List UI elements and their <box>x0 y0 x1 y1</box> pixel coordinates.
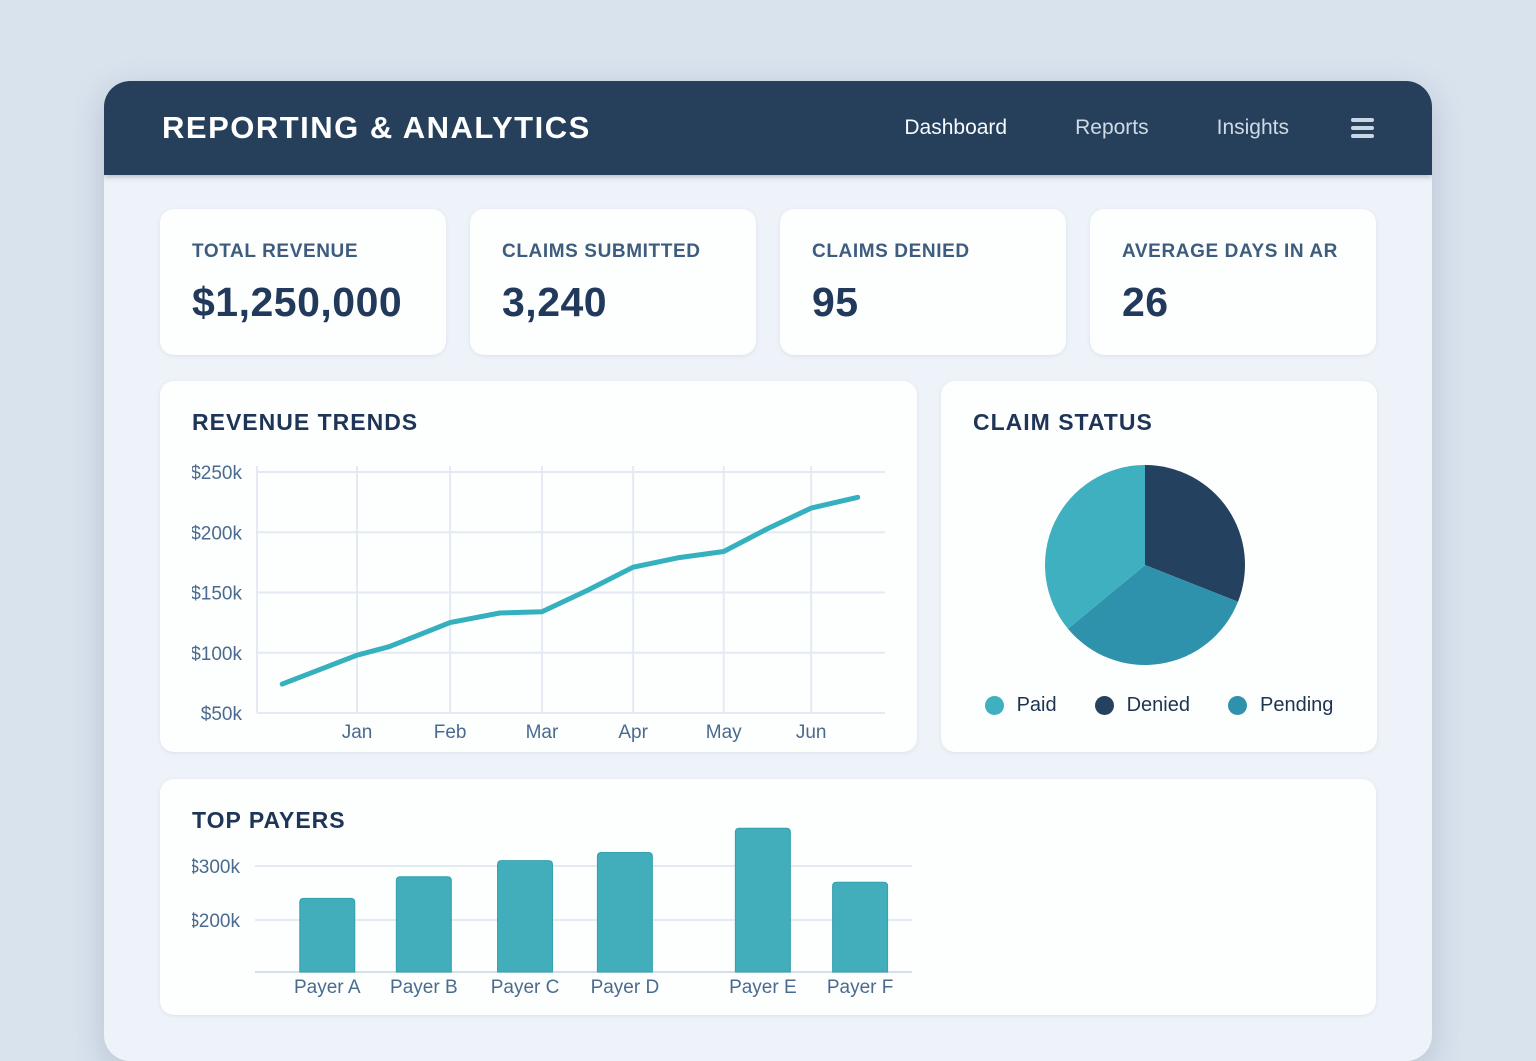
y-tick-label: $150k <box>192 584 242 605</box>
y-tick-label: $250k <box>192 463 242 484</box>
x-tick-label: Payer F <box>827 977 894 998</box>
legend-item-pending: Pending <box>1228 694 1333 717</box>
pending-legend-dot-icon <box>1228 696 1247 715</box>
top-payers-bar-chart: $300k $200k Payer A Payer B Payer C Payer D Pa… <box>192 827 912 998</box>
kpi-label: CLAIMS DENIED <box>812 241 970 262</box>
denied-legend-dot-icon <box>1094 696 1114 715</box>
pie-slice-paid <box>1045 465 1145 629</box>
x-tick-label: Jun <box>796 722 827 743</box>
y-tick-label: $200k <box>192 523 242 544</box>
top-nav-bar: REPORTING & ANALYTICS Dashboard Reports … <box>104 81 1432 175</box>
kpi-label: TOTAL REVENUE <box>192 241 359 262</box>
app-title: REPORTING & ANALYTICS <box>162 110 591 145</box>
kpi-card-total-revenue: TOTAL REVENUE $1,250,000 <box>160 209 446 355</box>
dashboard-content: TOTAL REVENUE $1,250,000 CLAIMS SUBMITTE… <box>104 175 1432 1015</box>
nav-item-reports[interactable]: Reports <box>1075 116 1149 139</box>
claim-status-pie-chart <box>1045 465 1245 665</box>
bar-payer-e <box>734 827 791 973</box>
legend-label: Pending <box>1260 694 1334 716</box>
x-tick-label: Apr <box>618 722 648 743</box>
y-tick-label: $50k <box>201 704 243 725</box>
y-tick-label: $300k <box>192 857 240 878</box>
top-payers-card: TOP PAYERS $300k $200k Payer A Payer B Payer… <box>160 779 1376 1015</box>
bar-payer-f <box>832 881 889 973</box>
charts-row: REVENUE TRENDS $250k $200k $150k $100k $50k J… <box>160 381 1377 752</box>
kpi-card-claims-submitted: CLAIMS SUBMITTED 3,240 <box>470 209 756 355</box>
bar-payer-a <box>299 897 356 973</box>
dashboard-window: REPORTING & ANALYTICS Dashboard Reports … <box>104 81 1432 1061</box>
revenue-trends-line-chart: $250k $200k $150k $100k $50k Jan Feb Mar Apr May J… <box>192 463 885 743</box>
x-tick-label: Jan <box>342 722 373 743</box>
y-tick-label: $200k <box>192 911 240 932</box>
nav-item-insights[interactable]: Insights <box>1216 116 1289 139</box>
legend-label: Denied <box>1126 694 1190 716</box>
revenue-line-series <box>279 494 861 687</box>
kpi-row: TOTAL REVENUE $1,250,000 CLAIMS SUBMITTE… <box>160 209 1376 355</box>
x-tick-label: Payer C <box>491 977 560 998</box>
x-tick-label: Payer B <box>390 977 458 998</box>
legend-item-paid: Paid <box>984 694 1057 717</box>
revenue-trends-card: REVENUE TRENDS $250k $200k $150k $100k $50k J… <box>160 381 917 752</box>
x-tick-label: Payer A <box>294 977 361 998</box>
legend-item-denied: Denied <box>1094 694 1190 717</box>
kpi-label: CLAIMS SUBMITTED <box>502 241 701 262</box>
kpi-card-claims-denied: CLAIMS DENIED 95 <box>780 209 1066 355</box>
pie-slice-pending <box>1067 565 1238 665</box>
bar-payer-b <box>395 876 452 973</box>
legend-label: Paid <box>1016 694 1057 716</box>
kpi-label: AVERAGE DAYS IN AR <box>1122 241 1338 262</box>
x-tick-label: Payer D <box>591 977 660 998</box>
claim-status-title: CLAIM STATUS <box>973 409 1153 435</box>
kpi-card-average-days-in-ar: AVERAGE DAYS IN AR 26 <box>1090 209 1376 355</box>
nav-links: Dashboard Reports Insights <box>904 116 1374 140</box>
pie-slice-denied <box>1145 465 1245 602</box>
x-tick-label: May <box>706 722 742 743</box>
hamburger-icon[interactable] <box>1351 118 1374 138</box>
x-tick-label: Mar <box>526 722 559 743</box>
claim-status-card: CLAIM STATUS Paid Denied Pending <box>941 381 1377 752</box>
kpi-value: 26 <box>1122 279 1169 325</box>
x-tick-label: Feb <box>434 722 467 743</box>
y-tick-label: $100k <box>192 644 242 665</box>
revenue-trends-title: REVENUE TRENDS <box>192 409 419 435</box>
kpi-value: $1,250,000 <box>192 279 403 325</box>
bar-payer-c <box>497 860 554 973</box>
kpi-value: 3,240 <box>502 279 608 325</box>
bar-payer-d <box>596 852 653 973</box>
kpi-value: 95 <box>812 279 859 325</box>
claim-status-legend: Paid Denied Pending <box>941 694 1377 717</box>
x-tick-label: Payer E <box>729 977 797 998</box>
nav-item-dashboard[interactable]: Dashboard <box>904 116 1008 139</box>
top-payers-title: TOP PAYERS <box>192 807 346 833</box>
paid-legend-dot-icon <box>984 696 1004 715</box>
